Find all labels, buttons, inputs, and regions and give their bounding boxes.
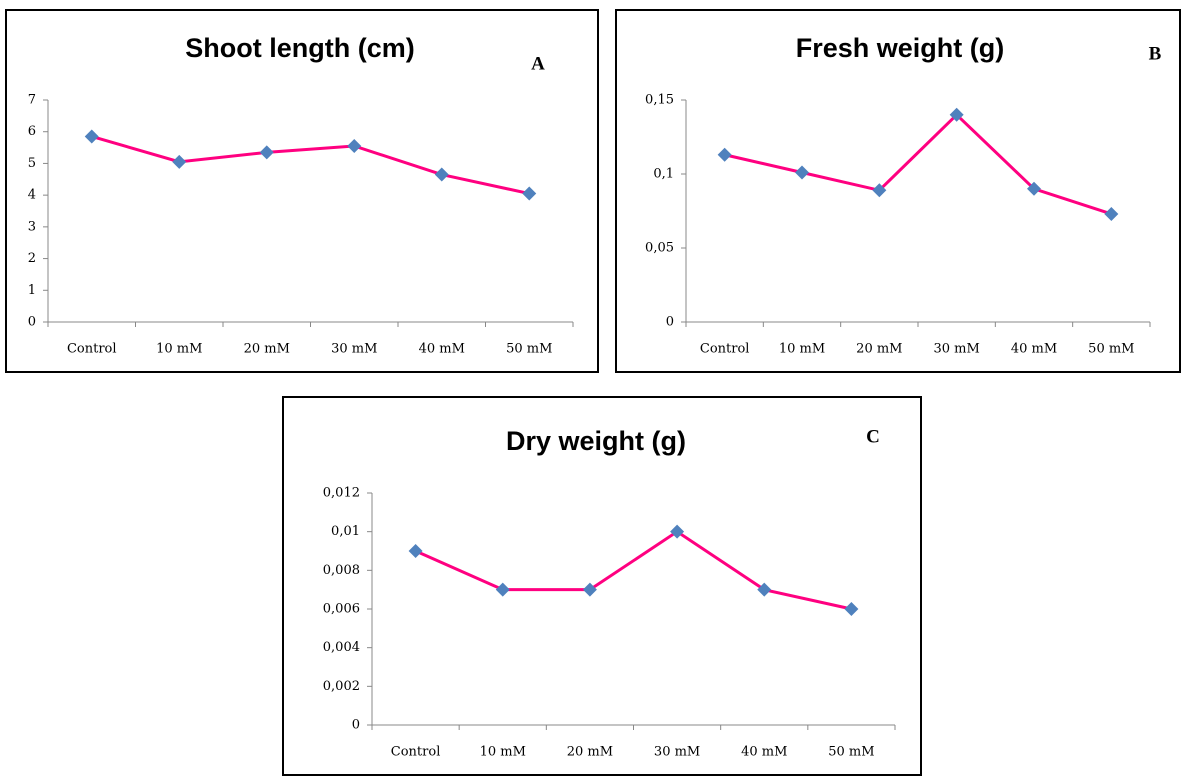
x-tick-label: 50 mM bbox=[828, 745, 874, 760]
panel-frame bbox=[282, 396, 922, 776]
y-tick-label: 1 bbox=[28, 283, 36, 298]
marker bbox=[495, 582, 510, 597]
y-tick-label: 5 bbox=[28, 156, 36, 171]
x-tick-label: 10 mM bbox=[156, 342, 202, 357]
x-tick-label: 30 mM bbox=[331, 342, 377, 357]
y-tick-label: 7 bbox=[28, 93, 36, 108]
x-tick-label: 50 mM bbox=[1088, 342, 1134, 357]
y-tick-label: 0 bbox=[666, 315, 674, 330]
panel-letter: A bbox=[531, 53, 545, 74]
x-tick-label: 20 mM bbox=[244, 342, 290, 357]
marker bbox=[582, 582, 597, 597]
marker bbox=[1104, 206, 1119, 221]
marker bbox=[408, 544, 423, 558]
chart-title: Fresh weight (g) bbox=[796, 33, 1005, 63]
x-tick-label: 10 mM bbox=[480, 745, 526, 760]
marker bbox=[434, 167, 449, 182]
x-tick-label: Control bbox=[391, 745, 441, 760]
x-tick-label: 40 mM bbox=[419, 342, 465, 357]
y-tick-label: 0,008 bbox=[323, 563, 360, 578]
panel-letter: B bbox=[1149, 43, 1162, 64]
y-tick-label: 0,006 bbox=[323, 602, 360, 617]
panel-frame bbox=[615, 9, 1181, 373]
marker bbox=[949, 107, 964, 122]
x-tick-label: 10 mM bbox=[779, 342, 825, 357]
y-tick-label: 2 bbox=[28, 251, 36, 266]
marker bbox=[522, 186, 537, 201]
x-tick-label: 30 mM bbox=[934, 342, 980, 357]
marker bbox=[844, 602, 859, 616]
x-tick-label: 50 mM bbox=[506, 342, 552, 357]
marker bbox=[872, 183, 887, 198]
line bbox=[724, 112, 1112, 216]
x-tick-label: Control bbox=[67, 342, 117, 357]
y-tick-label: 0,05 bbox=[645, 241, 674, 256]
y-tick-label: 0,15 bbox=[645, 93, 674, 108]
y-tick-label: 0,002 bbox=[323, 679, 360, 694]
x-tick-label: 30 mM bbox=[654, 745, 700, 760]
marker bbox=[259, 145, 274, 160]
marker bbox=[717, 147, 732, 162]
panel-frame bbox=[5, 9, 599, 373]
chart-title: Shoot length (cm) bbox=[185, 33, 414, 63]
marker bbox=[347, 138, 362, 153]
line bbox=[414, 529, 852, 611]
y-tick-label: 6 bbox=[28, 124, 36, 139]
y-tick-label: 0,012 bbox=[323, 486, 360, 501]
marker bbox=[670, 524, 685, 539]
marker bbox=[757, 582, 772, 597]
y-tick-label: 0 bbox=[28, 315, 36, 330]
marker bbox=[795, 165, 809, 180]
y-tick-label: 0,004 bbox=[323, 640, 360, 655]
marker bbox=[84, 129, 99, 144]
y-tick-label: 0,1 bbox=[653, 167, 674, 182]
chart-title: Dry weight (g) bbox=[506, 426, 686, 456]
x-tick-label: Control bbox=[700, 342, 750, 357]
marker bbox=[172, 154, 187, 169]
x-tick-label: 20 mM bbox=[856, 342, 902, 357]
marker bbox=[1027, 181, 1041, 196]
y-tick-label: 0,01 bbox=[331, 524, 360, 539]
panel-letter: C bbox=[866, 426, 880, 447]
y-tick-label: 3 bbox=[28, 219, 36, 234]
x-tick-label: 40 mM bbox=[741, 745, 787, 760]
x-tick-label: 20 mM bbox=[567, 745, 613, 760]
x-tick-label: 40 mM bbox=[1011, 342, 1057, 357]
y-tick-label: 0 bbox=[352, 718, 360, 733]
line bbox=[91, 135, 530, 196]
y-tick-label: 4 bbox=[28, 188, 36, 203]
